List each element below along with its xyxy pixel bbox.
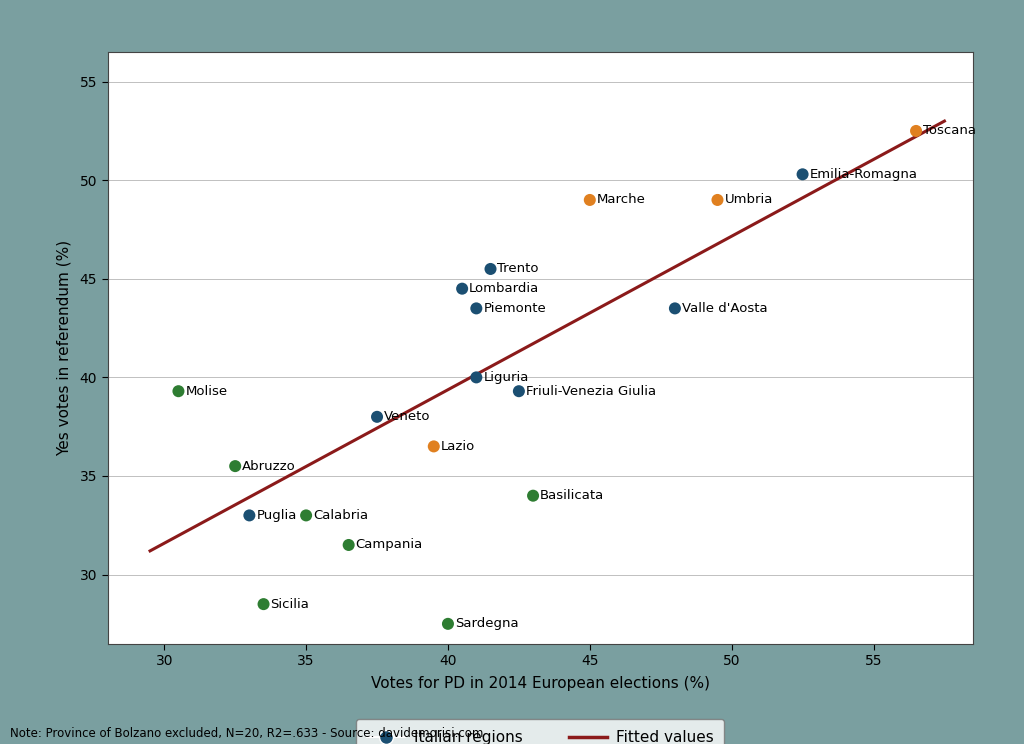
Point: [525, 490, 542, 501]
Text: Toscana: Toscana: [923, 124, 976, 138]
Text: Veneto: Veneto: [384, 411, 430, 423]
Text: Liguria: Liguria: [483, 371, 528, 384]
Text: Valle d'Aosta: Valle d'Aosta: [682, 302, 767, 315]
Legend: Italian regions, Fitted values: Italian regions, Fitted values: [356, 719, 724, 744]
X-axis label: Votes for PD in 2014 European elections (%): Votes for PD in 2014 European elections …: [371, 676, 710, 691]
Text: Puglia: Puglia: [256, 509, 297, 522]
Text: Piemonte: Piemonte: [483, 302, 546, 315]
Text: Calabria: Calabria: [313, 509, 369, 522]
Text: Note: Province of Bolzano excluded, N=20, R2=.633 - Source: davidemorisi.com: Note: Province of Bolzano excluded, N=20…: [10, 728, 483, 740]
Point: [511, 385, 527, 397]
Text: Molise: Molise: [185, 385, 227, 398]
Point: [582, 194, 598, 206]
Text: Sicilia: Sicilia: [270, 597, 309, 611]
Text: Umbria: Umbria: [724, 193, 773, 206]
Point: [468, 302, 484, 314]
Point: [454, 283, 470, 295]
Text: Trento: Trento: [498, 263, 539, 275]
Text: Sardegna: Sardegna: [455, 618, 518, 630]
Text: Campania: Campania: [355, 539, 423, 551]
Point: [227, 460, 244, 472]
Text: Emilia-Romagna: Emilia-Romagna: [810, 168, 918, 181]
Point: [242, 510, 258, 522]
Text: Marche: Marche: [597, 193, 645, 206]
Point: [426, 440, 442, 452]
Point: [369, 411, 385, 423]
Text: Friuli-Venezia Giulia: Friuli-Venezia Giulia: [526, 385, 656, 398]
Point: [667, 302, 683, 314]
Point: [468, 371, 484, 383]
Text: Lombardia: Lombardia: [469, 282, 540, 295]
Point: [298, 510, 314, 522]
Text: Lazio: Lazio: [440, 440, 475, 453]
Point: [795, 168, 811, 180]
Point: [439, 618, 456, 629]
Text: Abruzzo: Abruzzo: [242, 460, 296, 472]
Point: [170, 385, 186, 397]
Point: [482, 263, 499, 275]
Point: [710, 194, 726, 206]
Point: [255, 598, 271, 610]
Point: [908, 125, 925, 137]
Text: Basilicata: Basilicata: [540, 490, 604, 502]
Point: [340, 539, 356, 551]
Y-axis label: Yes votes in referendum (%): Yes votes in referendum (%): [56, 240, 72, 456]
